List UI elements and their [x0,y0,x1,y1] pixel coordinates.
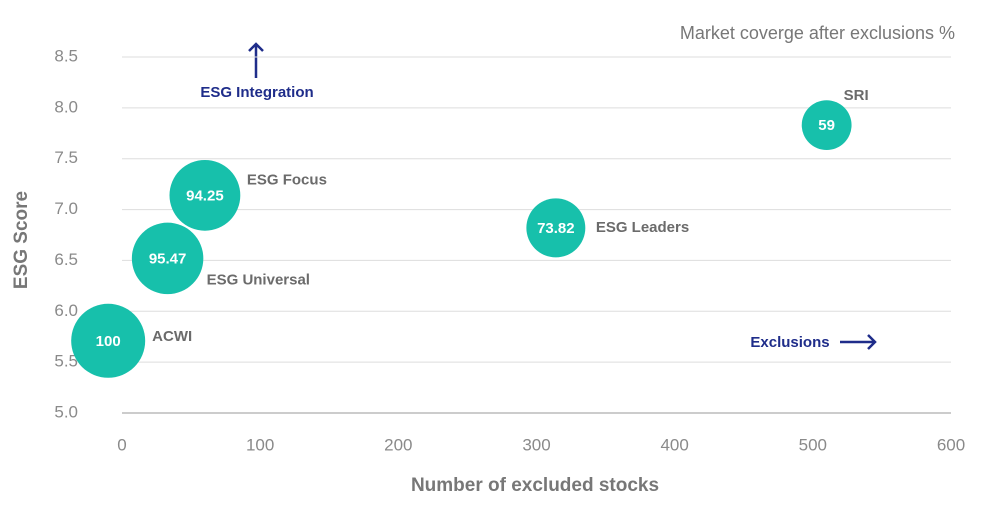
bubble-name: ESG Universal [207,271,310,288]
arrow-up [248,42,264,78]
bubble-value: 94.25 [186,187,224,204]
bubble-name: SRI [844,87,869,104]
x-tick-label: 600 [937,435,965,454]
y-tick-label: 5.5 [54,352,78,371]
x-tick-label: 500 [799,435,827,454]
bubble-value: 100 [96,333,121,350]
y-tick-label: 7.0 [54,199,78,218]
arrow-right [840,334,877,350]
bubble-value: 95.47 [149,250,187,267]
bubble-value: 73.82 [537,220,575,237]
annotation: Exclusions [750,334,829,351]
bubble [71,303,146,378]
y-tick-label: 6.5 [54,250,78,269]
y-tick-label: 6.0 [54,301,78,320]
y-tick-label: 8.0 [54,97,78,116]
bubble-name: ACWI [152,328,192,345]
bubble-name: ESG Leaders [596,219,689,236]
y-axis-title: ESG Score [11,191,32,289]
x-tick-label: 200 [384,435,412,454]
bubble [801,100,852,151]
bubble [526,198,586,258]
y-tick-label: 8.5 [54,46,78,65]
x-tick-label: 400 [660,435,688,454]
y-tick-label: 7.5 [54,148,78,167]
bubble-value: 59 [818,117,835,134]
x-tick-label: 0 [117,435,126,454]
subtitle: Market coverge after exclusions % [680,23,955,43]
x-axis-title: Number of excluded stocks [411,475,659,496]
bubble-name: ESG Focus [247,171,327,188]
bubble [169,159,241,231]
x-tick-label: 300 [522,435,550,454]
annotation: ESG Integration [200,84,313,101]
bubble [131,222,204,295]
x-tick-label: 100 [246,435,274,454]
y-tick-label: 5.0 [54,402,78,421]
